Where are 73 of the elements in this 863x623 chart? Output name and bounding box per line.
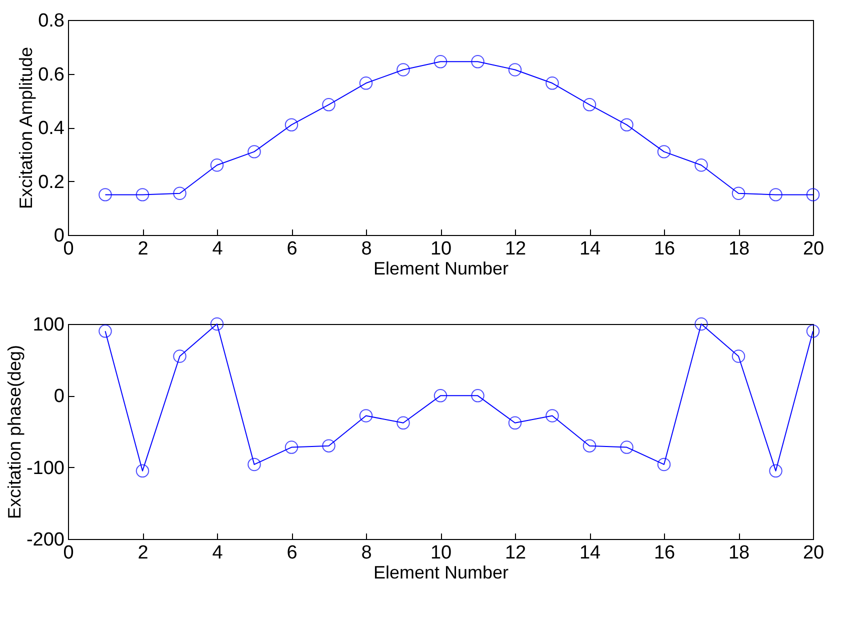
x-tick-label: 14 bbox=[579, 238, 601, 260]
y-tick-label: 0 bbox=[54, 386, 64, 408]
y-axis-title: Excitation Amplitude bbox=[16, 46, 36, 210]
point bbox=[732, 350, 746, 363]
x-tick-label: 8 bbox=[361, 542, 372, 564]
y-tick-label: 0.8 bbox=[38, 10, 64, 32]
x-tick-label: 6 bbox=[286, 542, 298, 564]
x-tick-label: 14 bbox=[579, 542, 601, 564]
x-tick-label: 4 bbox=[212, 238, 224, 260]
y-tick-label: 0.6 bbox=[38, 64, 64, 86]
point bbox=[620, 440, 634, 454]
point bbox=[359, 76, 373, 90]
x-tick-label: 18 bbox=[728, 542, 750, 564]
x-tick-label: 18 bbox=[728, 238, 750, 260]
y-tick-label: 0.4 bbox=[38, 118, 65, 139]
point bbox=[620, 118, 634, 132]
point bbox=[136, 464, 150, 478]
point bbox=[359, 409, 373, 422]
y-tick-label: -100 bbox=[26, 458, 64, 479]
point bbox=[434, 55, 448, 68]
point bbox=[248, 458, 261, 472]
x-tick-label: 16 bbox=[654, 542, 676, 564]
point bbox=[434, 389, 448, 402]
x-tick-label: 8 bbox=[361, 238, 372, 260]
y-tick-label: 0.2 bbox=[38, 172, 64, 193]
x-tick-label: 20 bbox=[802, 542, 824, 564]
x-tick-label: 12 bbox=[504, 542, 526, 564]
point bbox=[173, 186, 186, 200]
y-tick-label: 100 bbox=[32, 314, 64, 336]
point bbox=[98, 188, 112, 202]
point bbox=[657, 458, 671, 472]
x-tick-label: 16 bbox=[654, 238, 676, 260]
point bbox=[546, 76, 559, 90]
x-axis-title: Element Number bbox=[373, 562, 509, 582]
point bbox=[582, 98, 596, 112]
point bbox=[732, 186, 746, 200]
point bbox=[136, 188, 150, 202]
y-tick-label: -200 bbox=[26, 530, 64, 550]
point bbox=[694, 317, 708, 331]
x-tick-label: 2 bbox=[138, 542, 148, 564]
x-tick-label: 6 bbox=[286, 238, 298, 260]
point bbox=[806, 324, 820, 338]
point bbox=[546, 409, 559, 422]
point bbox=[173, 350, 186, 363]
point bbox=[769, 464, 782, 478]
point bbox=[210, 317, 224, 331]
x-tick-label: 12 bbox=[504, 238, 526, 260]
point bbox=[98, 324, 112, 338]
y-axis-title: Excitation phase(deg) bbox=[4, 344, 24, 520]
point bbox=[508, 416, 522, 430]
point bbox=[284, 118, 298, 132]
point bbox=[508, 63, 522, 76]
point bbox=[322, 98, 336, 112]
point bbox=[210, 158, 224, 172]
point bbox=[806, 188, 820, 202]
point bbox=[582, 439, 596, 452]
point bbox=[694, 158, 708, 172]
x-tick-label: 20 bbox=[802, 238, 824, 260]
point bbox=[657, 145, 671, 158]
point bbox=[471, 389, 484, 402]
point bbox=[471, 55, 484, 68]
point bbox=[396, 63, 410, 76]
point bbox=[396, 416, 410, 430]
x-tick-label: 4 bbox=[212, 542, 224, 564]
x-tick-label: 2 bbox=[138, 238, 148, 260]
x-axis-title: Element Number bbox=[373, 258, 509, 278]
point bbox=[284, 440, 298, 454]
x-tick-label: 10 bbox=[430, 238, 452, 260]
point bbox=[769, 188, 782, 202]
point bbox=[248, 145, 261, 158]
y-tick-label: 0 bbox=[54, 226, 64, 246]
point bbox=[322, 439, 336, 452]
x-tick-label: 10 bbox=[430, 542, 452, 564]
